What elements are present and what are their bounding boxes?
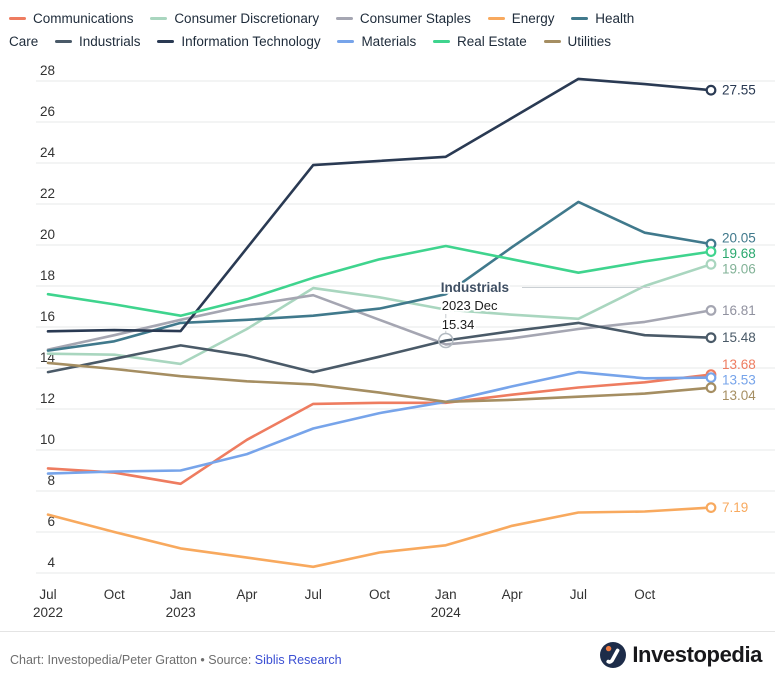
y-tick-8: 8 — [47, 473, 55, 488]
x-tick-Oct: Oct — [369, 587, 390, 602]
y-tick-26: 26 — [40, 104, 55, 119]
legend-item-communications: Communications — [9, 11, 134, 26]
x-tick-Jul2022: Jul — [39, 587, 56, 602]
x-tick-Oct: Oct — [634, 587, 655, 602]
legend-swatch-health-care — [571, 16, 589, 21]
tooltip-point-marker[interactable] — [437, 332, 454, 349]
tooltip-date: 2023 Dec — [442, 298, 498, 313]
line-utilities[interactable] — [46, 361, 713, 404]
legend-swatch-materials — [337, 39, 355, 44]
legend-swatch-real-estate — [432, 39, 450, 44]
end-value-information-technology: 27.55 — [722, 83, 756, 98]
legend-item-utilities: Utilities — [543, 34, 612, 49]
end-marker-materials — [705, 372, 717, 384]
end-value-materials: 13.53 — [722, 373, 756, 388]
legend-item-consumer-discretionary: Consumer Discretionary — [150, 11, 319, 26]
end-value-communications: 13.68 — [722, 357, 756, 372]
line-information-technology[interactable] — [46, 77, 713, 333]
end-marker-industrials — [705, 332, 717, 344]
x-tick-year-2023: 2023 — [166, 605, 196, 620]
end-marker-consumer-staples — [705, 305, 717, 316]
legend-label-consumer-staples: Consumer Staples — [359, 11, 471, 26]
x-tick-Apr: Apr — [502, 587, 524, 602]
investopedia-wordmark: Investopedia — [632, 642, 762, 667]
investopedia-icon — [600, 642, 627, 668]
legend-item-information-technology: Information Technology — [157, 34, 321, 49]
legend-label-communications: Communications — [33, 11, 134, 26]
x-tick-Jan2023: Jan — [170, 587, 192, 602]
source-link[interactable]: Siblis Research — [254, 653, 342, 667]
y-tick-10: 10 — [40, 432, 55, 447]
legend-label-information-technology: Information Technology — [181, 34, 321, 49]
y-tick-22: 22 — [40, 186, 55, 201]
y-tick-24: 24 — [40, 145, 56, 160]
end-marker-information-technology — [705, 84, 717, 96]
legend-item-industrials: Industrials — [55, 34, 141, 49]
legend-label-materials: Materials — [361, 34, 417, 49]
end-marker-utilities — [705, 382, 717, 394]
end-marker-real-estate — [705, 246, 717, 258]
end-value-consumer-discretionary: 19.06 — [722, 261, 756, 276]
x-tick-Jul: Jul — [305, 587, 322, 602]
line-communications[interactable] — [46, 373, 713, 486]
y-tick-18: 18 — [40, 268, 55, 283]
end-value-real-estate: 19.68 — [722, 246, 756, 261]
end-value-health-care: 20.05 — [722, 230, 756, 245]
end-marker-consumer-discretionary — [705, 258, 717, 270]
y-tick-28: 28 — [40, 63, 55, 78]
x-tick-Jan2024: Jan — [435, 587, 457, 602]
legend-label-health-care: Health Care — [9, 11, 635, 49]
tooltip-value: 15.34 — [442, 317, 475, 332]
legend-label-energy: Energy — [511, 11, 555, 26]
legend-swatch-consumer-discretionary — [150, 16, 168, 21]
legend-label-industrials: Industrials — [79, 34, 141, 49]
legend-item-consumer-staples: Consumer Staples — [335, 11, 471, 26]
legend-label-consumer-discretionary: Consumer Discretionary — [174, 11, 320, 26]
tooltip-series-name: Industrials — [441, 280, 509, 295]
caption-text: Chart: Investopedia/Peter Gratton • Sour… — [10, 653, 255, 667]
legend-item-real-estate: Real Estate — [432, 34, 527, 49]
line-industrials[interactable] — [46, 321, 713, 374]
y-tick-12: 12 — [40, 391, 55, 406]
x-tick-year-2024: 2024 — [431, 605, 462, 620]
legend-swatch-communications — [9, 16, 26, 21]
legend-swatch-information-technology — [157, 39, 175, 44]
end-value-consumer-staples: 16.81 — [722, 303, 756, 318]
end-marker-energy — [705, 502, 717, 514]
end-value-industrials: 15.48 — [722, 330, 756, 345]
y-tick-6: 6 — [47, 514, 55, 529]
y-tick-16: 16 — [40, 309, 55, 324]
legend-item-health-care: Health Care — [9, 11, 634, 49]
x-tick-Oct: Oct — [104, 587, 125, 602]
x-tick-Jul: Jul — [570, 587, 587, 602]
legend-item-materials: Materials — [337, 34, 416, 49]
line-energy[interactable] — [46, 506, 713, 569]
line-consumer-discretionary[interactable] — [46, 263, 713, 366]
x-tick-year-2022: 2022 — [33, 605, 63, 620]
line-materials[interactable] — [46, 370, 713, 475]
legend-swatch-utilities — [543, 39, 561, 44]
legend-swatch-consumer-staples — [335, 16, 353, 21]
end-value-energy: 7.19 — [722, 500, 748, 515]
legend-item-energy: Energy — [487, 11, 555, 26]
y-tick-20: 20 — [40, 227, 55, 242]
chart-legend: Communications Consumer Discretionary Co… — [9, 7, 669, 53]
line-real-estate[interactable] — [46, 244, 713, 318]
y-tick-4: 4 — [47, 555, 55, 570]
legend-swatch-industrials — [55, 39, 73, 44]
investopedia-logo[interactable]: Investopedia — [599, 641, 762, 669]
end-value-utilities: 13.04 — [722, 388, 756, 403]
legend-swatch-energy — [487, 16, 505, 21]
line-health-care[interactable] — [46, 200, 713, 352]
legend-label-utilities: Utilities — [567, 34, 612, 49]
legend-label-real-estate: Real Estate — [456, 34, 527, 49]
chart-footer: Chart: Investopedia/Peter Gratton • Sour… — [0, 631, 775, 679]
x-tick-Apr: Apr — [236, 587, 258, 602]
chart-caption: Chart: Investopedia/Peter Gratton • Sour… — [10, 653, 342, 667]
